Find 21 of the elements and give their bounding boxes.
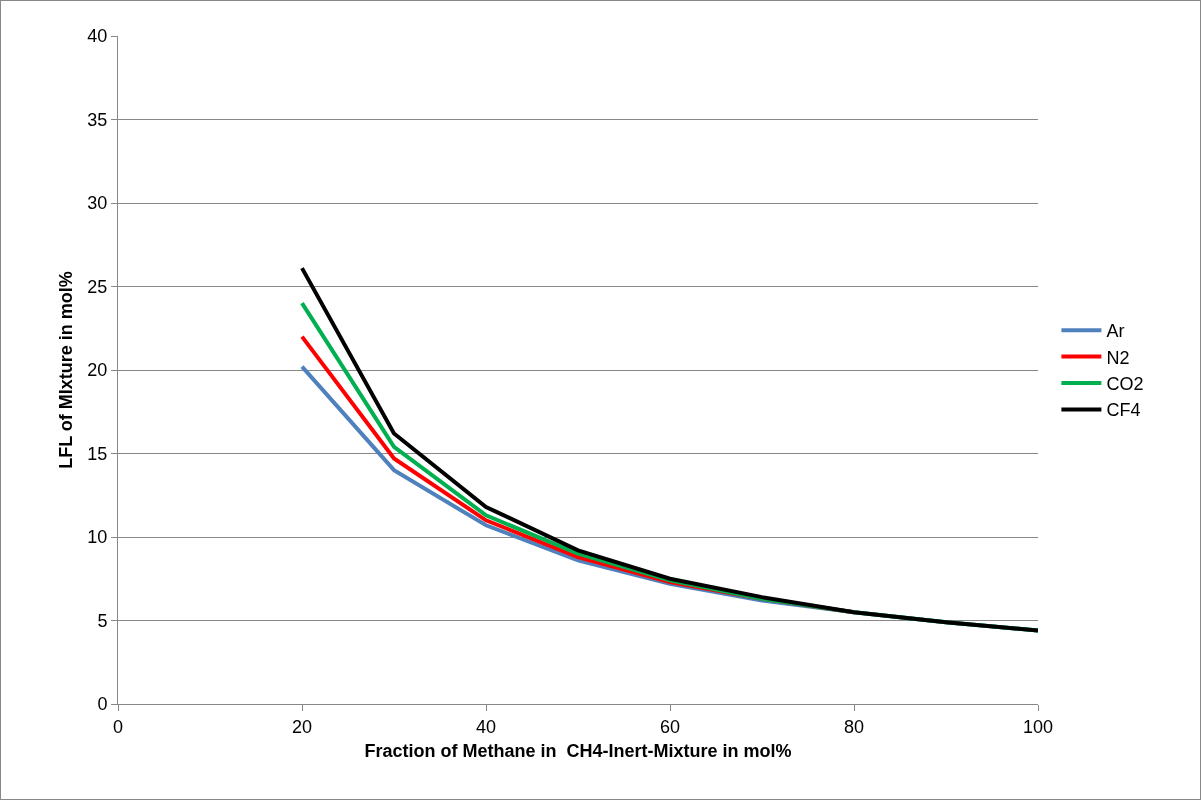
y-axis-title: LFL of MIxture in mol% bbox=[55, 271, 76, 469]
y-tick-label: 0 bbox=[97, 694, 108, 715]
y-tick-label: 10 bbox=[87, 527, 108, 548]
y-tick-label: 30 bbox=[87, 193, 108, 214]
legend-label: Ar bbox=[1106, 321, 1125, 342]
y-tick-label: 20 bbox=[87, 360, 108, 381]
x-tick-label: 40 bbox=[475, 716, 497, 737]
x-tick-label: 0 bbox=[112, 716, 124, 737]
y-tick-label: 25 bbox=[87, 276, 108, 297]
y-tick-label: 15 bbox=[87, 443, 108, 464]
y-tick-label: 35 bbox=[87, 109, 108, 130]
legend-label: CO2 bbox=[1106, 374, 1144, 395]
legend-label: N2 bbox=[1106, 347, 1130, 368]
x-tick-label: 60 bbox=[659, 716, 681, 737]
x-tick-label: 80 bbox=[843, 716, 865, 737]
y-tick-label: 40 bbox=[87, 26, 108, 47]
x-tick-label: 20 bbox=[291, 716, 313, 737]
legend-label: CF4 bbox=[1106, 400, 1141, 421]
x-axis-title: Fraction of Methane in CH4-Inert-Mixture in mol% bbox=[364, 740, 792, 761]
y-tick-label: 5 bbox=[97, 610, 108, 631]
x-tick-label: 100 bbox=[1022, 716, 1054, 737]
